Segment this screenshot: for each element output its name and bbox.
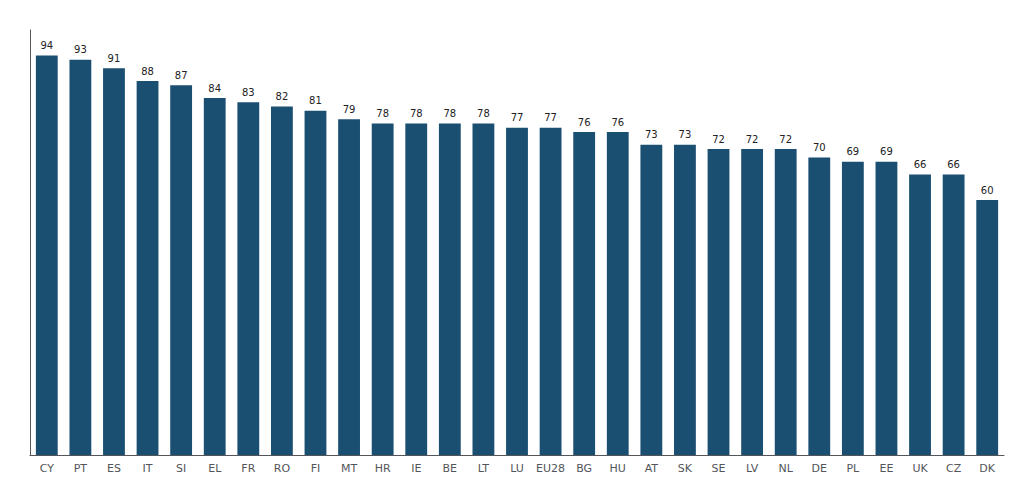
svg-text:70: 70 [813, 142, 826, 153]
svg-text:ES: ES [107, 462, 121, 475]
svg-text:66: 66 [914, 159, 927, 170]
svg-text:NL: NL [779, 462, 794, 475]
svg-text:60: 60 [981, 185, 994, 196]
svg-text:82: 82 [276, 91, 289, 102]
svg-text:LV: LV [746, 462, 759, 475]
svg-text:BE: BE [443, 462, 458, 475]
svg-text:93: 93 [74, 44, 87, 55]
svg-text:94: 94 [40, 40, 53, 51]
svg-text:UK: UK [912, 462, 928, 475]
svg-text:69: 69 [880, 146, 893, 157]
svg-text:LU: LU [510, 462, 524, 475]
svg-text:88: 88 [141, 66, 154, 77]
svg-text:RO: RO [274, 462, 291, 475]
svg-text:FI: FI [311, 462, 321, 475]
svg-text:IT: IT [143, 462, 153, 475]
svg-text:77: 77 [511, 112, 524, 123]
svg-text:76: 76 [578, 117, 591, 128]
svg-text:78: 78 [376, 108, 389, 119]
svg-text:84: 84 [208, 83, 221, 94]
svg-text:SK: SK [678, 462, 693, 475]
svg-text:69: 69 [846, 146, 859, 157]
svg-text:EE: EE [879, 462, 893, 475]
svg-text:EL: EL [208, 462, 222, 475]
svg-text:DK: DK [979, 462, 995, 475]
svg-text:77: 77 [544, 112, 557, 123]
svg-text:79: 79 [343, 104, 356, 115]
svg-text:76: 76 [611, 117, 624, 128]
svg-text:PT: PT [74, 462, 88, 475]
svg-text:PL: PL [846, 462, 860, 475]
svg-text:EU28: EU28 [536, 462, 565, 475]
svg-text:78: 78 [477, 108, 490, 119]
svg-text:72: 72 [779, 134, 792, 145]
svg-text:AT: AT [645, 462, 659, 475]
svg-text:BG: BG [576, 462, 592, 475]
svg-text:72: 72 [746, 134, 759, 145]
svg-text:91: 91 [108, 53, 121, 64]
svg-text:DE: DE [812, 462, 827, 475]
svg-text:83: 83 [242, 87, 255, 98]
svg-text:CY: CY [40, 462, 54, 475]
svg-text:66: 66 [947, 159, 960, 170]
svg-text:MT: MT [341, 462, 357, 475]
svg-text:SI: SI [176, 462, 186, 475]
svg-text:73: 73 [679, 129, 692, 140]
svg-text:LT: LT [478, 462, 490, 475]
svg-text:81: 81 [309, 95, 322, 106]
svg-text:FR: FR [241, 462, 255, 475]
svg-text:78: 78 [410, 108, 423, 119]
svg-text:87: 87 [175, 70, 188, 81]
svg-text:78: 78 [443, 108, 456, 119]
svg-text:HU: HU [610, 462, 626, 475]
svg-text:HR: HR [375, 462, 391, 475]
svg-text:IE: IE [411, 462, 421, 475]
svg-text:SE: SE [712, 462, 726, 475]
svg-text:CZ: CZ [946, 462, 962, 475]
svg-text:72: 72 [712, 134, 725, 145]
svg-text:73: 73 [645, 129, 658, 140]
